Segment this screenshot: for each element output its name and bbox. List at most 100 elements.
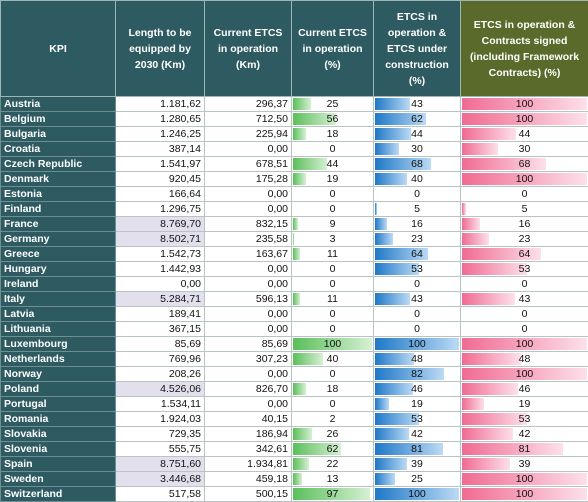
etcs-pct-value: 0: [292, 277, 373, 291]
country-cell: Norway: [1, 367, 116, 382]
etcs-construction-value: 23: [374, 232, 460, 246]
etcs-contracts-cell: 46: [461, 382, 588, 397]
etcs-pct-value: 62: [292, 442, 373, 456]
etcs-contracts-cell: 0: [461, 322, 588, 337]
etcs-construction-cell: 62: [374, 112, 461, 127]
etcs-pct-value: 0: [292, 142, 373, 156]
etcs-pct-value: 22: [292, 457, 373, 471]
etcs-contracts-value: 39: [461, 457, 588, 471]
etcs-construction-cell: 19: [374, 397, 461, 412]
etcs-pct-cell: 0: [292, 142, 374, 157]
etcs-contracts-cell: 0: [461, 307, 588, 322]
etcs-contracts-cell: 100: [461, 337, 588, 352]
etcs-contracts-value: 81: [461, 442, 588, 456]
etcs-construction-cell: 0: [374, 322, 461, 337]
etcs-construction-cell: 44: [374, 127, 461, 142]
country-cell: Finland: [1, 202, 116, 217]
length-cell: 85,69: [116, 337, 205, 352]
etcs-construction-cell: 48: [374, 352, 461, 367]
country-cell: Switzerland: [1, 487, 116, 502]
etcs-construction-value: 43: [374, 292, 460, 306]
etcs-pct-value: 11: [292, 247, 373, 261]
header-etcs-contracts: ETCS in operation & Contracts signed (in…: [461, 1, 588, 97]
etcs-construction-value: 5: [374, 202, 460, 216]
etcs-construction-value: 46: [374, 382, 460, 396]
header-etcs-construction: ETCS in operation & ETCS under construct…: [374, 1, 461, 97]
etcs-pct-value: 0: [292, 307, 373, 321]
etcs-contracts-value: 30: [461, 142, 588, 156]
etcs-pct-cell: 0: [292, 202, 374, 217]
etcs-construction-value: 0: [374, 307, 460, 321]
etcs-pct-cell: 18: [292, 382, 374, 397]
etcs-contracts-value: 0: [461, 187, 588, 201]
etcs-contracts-cell: 81: [461, 442, 588, 457]
etcs-construction-value: 100: [374, 487, 460, 501]
etcs-pct-value: 0: [292, 367, 373, 381]
length-cell: 8.769,70: [116, 217, 205, 232]
etcs-contracts-value: 100: [461, 472, 588, 486]
etcs-km-cell: 0,00: [205, 187, 292, 202]
etcs-contracts-value: 100: [461, 487, 588, 501]
etcs-pct-value: 9: [292, 217, 373, 231]
etcs-pct-value: 44: [292, 157, 373, 171]
etcs-pct-value: 26: [292, 427, 373, 441]
etcs-km-cell: 0,00: [205, 322, 292, 337]
etcs-km-cell: 1.934,81: [205, 457, 292, 472]
etcs-pct-cell: 44: [292, 157, 374, 172]
etcs-km-cell: 307,23: [205, 352, 292, 367]
etcs-pct-cell: 26: [292, 427, 374, 442]
header-kpi: KPI: [1, 1, 116, 97]
etcs-pct-value: 40: [292, 352, 373, 366]
etcs-construction-cell: 82: [374, 367, 461, 382]
length-cell: 1.542,73: [116, 247, 205, 262]
etcs-pct-cell: 19: [292, 172, 374, 187]
etcs-contracts-value: 16: [461, 217, 588, 231]
etcs-pct-value: 2: [292, 412, 373, 426]
etcs-contracts-cell: 100: [461, 367, 588, 382]
etcs-km-cell: 0,00: [205, 262, 292, 277]
length-cell: 1.246,25: [116, 127, 205, 142]
country-cell: Hungary: [1, 262, 116, 277]
length-cell: 8.502,71: [116, 232, 205, 247]
etcs-contracts-cell: 5: [461, 202, 588, 217]
etcs-construction-value: 25: [374, 472, 460, 486]
etcs-construction-cell: 46: [374, 382, 461, 397]
etcs-construction-cell: 16: [374, 217, 461, 232]
etcs-construction-value: 44: [374, 127, 460, 141]
etcs-km-cell: 0,00: [205, 397, 292, 412]
etcs-pct-value: 0: [292, 322, 373, 336]
etcs-km-cell: 826,70: [205, 382, 292, 397]
etcs-pct-value: 56: [292, 112, 373, 126]
etcs-km-cell: 0,00: [205, 142, 292, 157]
country-cell: Croatia: [1, 142, 116, 157]
etcs-construction-cell: 100: [374, 337, 461, 352]
etcs-construction-value: 40: [374, 172, 460, 186]
etcs-pct-cell: 11: [292, 247, 374, 262]
etcs-contracts-value: 100: [461, 112, 588, 126]
etcs-construction-value: 43: [374, 97, 460, 111]
etcs-contracts-value: 43: [461, 292, 588, 306]
etcs-km-cell: 85,69: [205, 337, 292, 352]
etcs-construction-value: 30: [374, 142, 460, 156]
etcs-pct-cell: 56: [292, 112, 374, 127]
etcs-km-cell: 40,15: [205, 412, 292, 427]
length-cell: 4.526,06: [116, 382, 205, 397]
etcs-km-cell: 832,15: [205, 217, 292, 232]
etcs-construction-value: 53: [374, 262, 460, 276]
etcs-contracts-value: 46: [461, 382, 588, 396]
length-cell: 1.541,97: [116, 157, 205, 172]
etcs-construction-cell: 39: [374, 457, 461, 472]
etcs-contracts-cell: 100: [461, 97, 588, 112]
etcs-km-cell: 596,13: [205, 292, 292, 307]
etcs-contracts-value: 100: [461, 367, 588, 381]
etcs-construction-cell: 43: [374, 97, 461, 112]
etcs-construction-value: 16: [374, 217, 460, 231]
length-cell: 367,15: [116, 322, 205, 337]
country-cell: Spain: [1, 457, 116, 472]
